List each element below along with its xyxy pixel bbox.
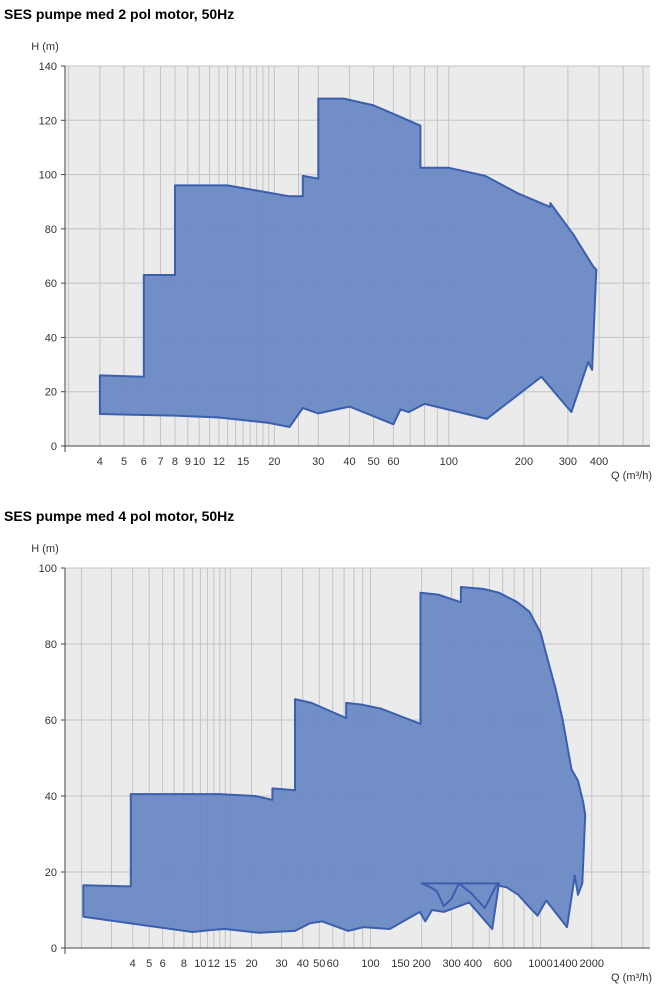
y-tick-label: 20: [45, 387, 57, 399]
x-tick-label: 30: [275, 958, 287, 970]
x-tick-label: 15: [224, 958, 236, 970]
x-tick-label: 20: [245, 958, 257, 970]
x-tick-label: 300: [442, 958, 460, 970]
x-tick-label: 5: [146, 958, 152, 970]
x-tick-label: 8: [181, 958, 187, 970]
x-tick-label: 200: [412, 958, 430, 970]
y-axis-label: H (m): [31, 41, 59, 53]
x-tick-label: 1000: [528, 958, 552, 970]
x-tick-label: 40: [343, 456, 355, 468]
x-tick-label: 9: [185, 456, 191, 468]
y-axis-label: H (m): [31, 543, 59, 555]
x-tick-label: 60: [387, 456, 399, 468]
x-tick-label: 50: [313, 958, 325, 970]
chart-1-title: SES pumpe med 2 pol motor, 50Hz: [4, 6, 235, 22]
y-tick-label: 140: [39, 61, 57, 73]
y-tick-label: 0: [51, 943, 57, 955]
x-tick-label: 200: [515, 456, 533, 468]
pump-envelope-area: [98, 97, 598, 428]
x-tick-label: 20: [268, 456, 280, 468]
y-tick-label: 120: [39, 115, 57, 127]
y-tick-label: 100: [39, 170, 57, 182]
y-tick-label: 100: [39, 563, 57, 575]
x-tick-label: 2000: [580, 958, 604, 970]
chart-2-title: SES pumpe med 4 pol motor, 50Hz: [4, 508, 235, 524]
x-tick-label: 600: [494, 958, 512, 970]
pump-envelope-area: [82, 586, 587, 934]
chart-1-svg: 0 20 40 60 80 100 120 140 4 5 6 7 8 9 10 12 15 20 30 40 50 60…: [31, 41, 652, 482]
y-tick-label: 20: [45, 867, 57, 879]
x-axis-label: Q (m³/h): [611, 470, 652, 482]
x-tick-label: 4: [130, 958, 136, 970]
y-tick-label: 40: [45, 332, 57, 344]
x-tick-label: 12: [208, 958, 220, 970]
x-tick-label: 10: [194, 958, 206, 970]
x-tick-label: 300: [559, 456, 577, 468]
x-tick-label: 1400: [553, 958, 577, 970]
x-tick-label: 8: [172, 456, 178, 468]
x-tick-label: 6: [141, 456, 147, 468]
x-tick-label: 150: [391, 958, 409, 970]
x-tick-label: 12: [213, 456, 225, 468]
x-tick-label: 400: [590, 456, 608, 468]
y-tick-label: 80: [45, 224, 57, 236]
y-tick-label: 60: [45, 278, 57, 290]
x-tick-label: 50: [368, 456, 380, 468]
y-tick-label: 60: [45, 715, 57, 727]
x-tick-label: 100: [361, 958, 379, 970]
x-tick-label: 7: [157, 456, 163, 468]
x-tick-label: 4: [97, 456, 103, 468]
y-tick-label: 40: [45, 791, 57, 803]
x-tick-label: 100: [440, 456, 458, 468]
x-axis-label: Q (m³/h): [611, 972, 652, 984]
x-tick-label: 10: [193, 456, 205, 468]
x-tick-label: 60: [327, 958, 339, 970]
x-tick-label: 30: [312, 456, 324, 468]
y-tick-label: 0: [51, 441, 57, 453]
x-tick-label: 400: [464, 958, 482, 970]
x-tick-label: 6: [160, 958, 166, 970]
y-tick-label: 80: [45, 639, 57, 651]
x-tick-label: 15: [237, 456, 249, 468]
x-tick-label: 5: [121, 456, 127, 468]
x-tick-label: 40: [297, 958, 309, 970]
